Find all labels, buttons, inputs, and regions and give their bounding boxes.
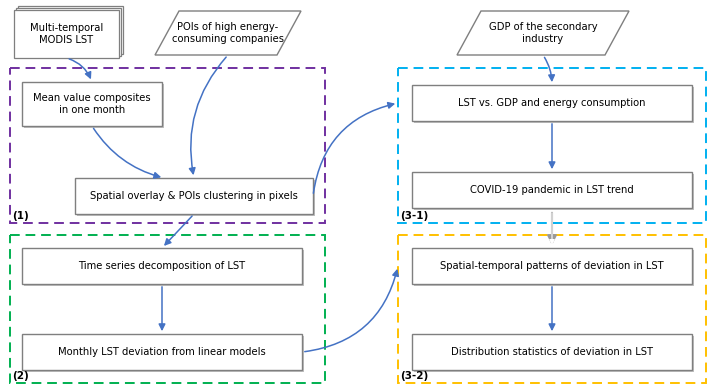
Bar [398, 68, 706, 223]
FancyBboxPatch shape [24, 84, 164, 128]
Bar [398, 235, 706, 383]
Text: COVID-19 pandemic in LST trend: COVID-19 pandemic in LST trend [470, 185, 634, 195]
Text: GDP of the secondary
industry: GDP of the secondary industry [488, 22, 597, 44]
Polygon shape [155, 11, 301, 55]
FancyBboxPatch shape [16, 8, 121, 56]
FancyBboxPatch shape [75, 178, 313, 214]
Bar [10, 68, 325, 223]
FancyBboxPatch shape [412, 85, 692, 121]
Text: Spatial overlay & POIs clustering in pixels: Spatial overlay & POIs clustering in pix… [90, 191, 298, 201]
Bar [10, 235, 325, 383]
FancyBboxPatch shape [414, 250, 694, 286]
FancyBboxPatch shape [18, 6, 123, 54]
Text: (3-2): (3-2) [400, 371, 429, 381]
FancyBboxPatch shape [24, 336, 304, 372]
FancyBboxPatch shape [14, 10, 119, 58]
Text: Monthly LST deviation from linear models: Monthly LST deviation from linear models [58, 347, 266, 357]
FancyBboxPatch shape [414, 174, 694, 210]
FancyBboxPatch shape [412, 172, 692, 208]
FancyBboxPatch shape [412, 248, 692, 284]
FancyBboxPatch shape [412, 334, 692, 370]
Text: Multi-temporal
MODIS LST: Multi-temporal MODIS LST [30, 23, 103, 45]
Text: Distribution statistics of deviation in LST: Distribution statistics of deviation in … [451, 347, 653, 357]
FancyBboxPatch shape [22, 334, 302, 370]
Text: (3-1): (3-1) [400, 211, 429, 221]
Text: (1): (1) [12, 211, 29, 221]
Text: Spatial-temporal patterns of deviation in LST: Spatial-temporal patterns of deviation i… [440, 261, 664, 271]
FancyBboxPatch shape [24, 250, 304, 286]
Text: Mean value composites
in one month: Mean value composites in one month [34, 93, 151, 115]
Text: LST vs. GDP and energy consumption: LST vs. GDP and energy consumption [458, 98, 646, 108]
Text: (2): (2) [12, 371, 29, 381]
Polygon shape [457, 11, 629, 55]
FancyBboxPatch shape [414, 87, 694, 123]
FancyBboxPatch shape [22, 248, 302, 284]
FancyBboxPatch shape [22, 82, 162, 126]
Text: Time series decomposition of LST: Time series decomposition of LST [78, 261, 245, 271]
FancyBboxPatch shape [77, 180, 315, 216]
FancyBboxPatch shape [414, 336, 694, 372]
Text: POIs of high energy-
consuming companies: POIs of high energy- consuming companies [172, 22, 284, 44]
